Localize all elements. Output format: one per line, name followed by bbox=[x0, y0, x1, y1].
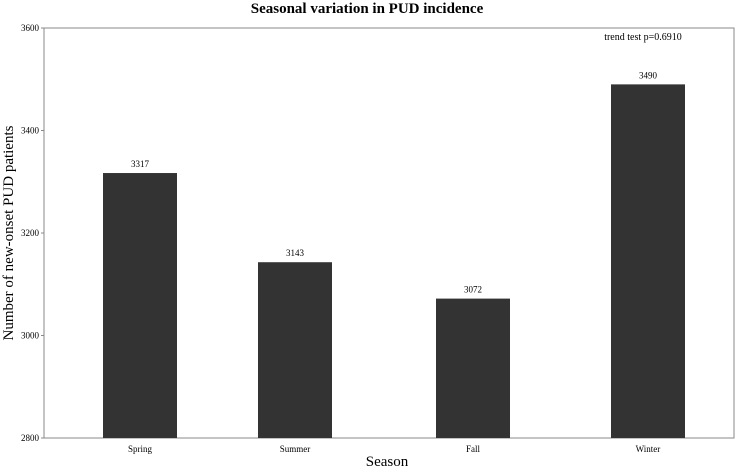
x-tick-label-spring: Spring bbox=[128, 444, 153, 454]
bar-winter bbox=[611, 84, 685, 438]
bars bbox=[103, 84, 685, 438]
x-tick-label-summer: Summer bbox=[280, 444, 311, 454]
y-tick-label: 2800 bbox=[21, 433, 40, 443]
bar-summer bbox=[258, 262, 332, 438]
y-tick-label: 3400 bbox=[21, 126, 40, 136]
bar-spring bbox=[103, 173, 177, 438]
y-tick-label: 3600 bbox=[21, 23, 40, 33]
y-axis-label: Number of new-onset PUD patients bbox=[1, 125, 17, 340]
chart-title: Seasonal variation in PUD incidence bbox=[251, 1, 484, 17]
x-axis-ticks: Spring Summer Fall Winter bbox=[128, 444, 660, 454]
data-label-summer: 3143 bbox=[286, 248, 305, 258]
y-tick-label: 3200 bbox=[21, 228, 40, 238]
x-tick-label-fall: Fall bbox=[466, 444, 481, 454]
y-tick-label: 3000 bbox=[21, 331, 40, 341]
x-tick-label-winter: Winter bbox=[636, 444, 661, 454]
data-label-winter: 3490 bbox=[639, 70, 658, 80]
bar-fall bbox=[436, 298, 510, 438]
x-axis-label: Season bbox=[366, 454, 409, 470]
trend-test-annotation: trend test p=0.6910 bbox=[604, 32, 682, 43]
data-labels: 3317 3143 3072 3490 bbox=[131, 70, 658, 294]
data-label-spring: 3317 bbox=[131, 159, 150, 169]
data-label-fall: 3072 bbox=[464, 285, 482, 295]
y-axis-ticks: 2800 3000 3200 3400 3600 bbox=[21, 23, 44, 443]
